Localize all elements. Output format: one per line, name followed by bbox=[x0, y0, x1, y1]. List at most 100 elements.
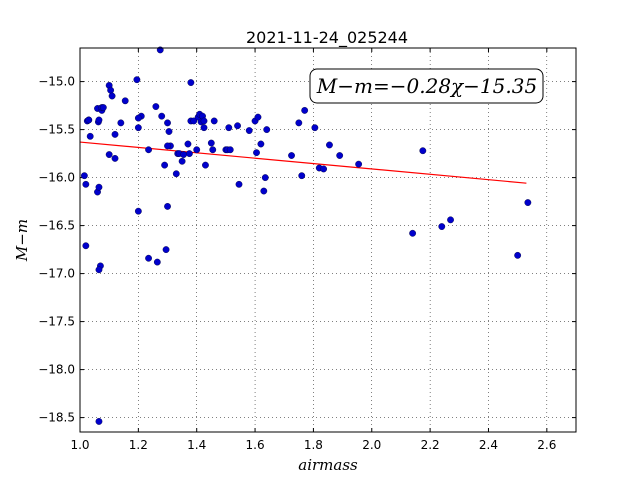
data-point bbox=[226, 146, 234, 154]
axis-ticks: 1.0 1.2 1.4 1.6 1.8 2.0 2.2 2.4 2.6 −15.0 −15.5 −16… bbox=[38, 48, 576, 452]
data-point bbox=[85, 116, 93, 124]
data-point bbox=[263, 126, 271, 134]
x-tick-label: 1.2 bbox=[129, 438, 148, 452]
data-point bbox=[86, 132, 94, 140]
data-point bbox=[202, 161, 209, 169]
data-point bbox=[193, 146, 201, 154]
y-tick-label: −17.5 bbox=[38, 315, 75, 329]
y-axis-label: M−m bbox=[13, 219, 31, 262]
data-point bbox=[209, 146, 217, 154]
data-point bbox=[145, 254, 152, 262]
data-point bbox=[95, 116, 103, 124]
data-point bbox=[95, 183, 103, 191]
data-point bbox=[190, 117, 198, 125]
data-point bbox=[82, 242, 90, 250]
data-point bbox=[134, 114, 142, 122]
data-point bbox=[133, 76, 141, 84]
data-point bbox=[108, 92, 116, 100]
data-point bbox=[145, 146, 152, 154]
y-tick-label: −15.0 bbox=[38, 75, 75, 89]
data-point bbox=[438, 223, 446, 230]
data-point bbox=[225, 124, 233, 132]
data-points bbox=[80, 46, 532, 425]
data-point bbox=[162, 246, 170, 254]
annotation-box: M−m=−0.28χ−15.35 bbox=[309, 68, 544, 104]
data-point bbox=[301, 107, 309, 114]
data-point bbox=[158, 112, 166, 120]
data-point bbox=[253, 149, 260, 157]
data-point bbox=[152, 103, 160, 110]
data-point bbox=[107, 86, 115, 94]
data-point bbox=[355, 160, 363, 168]
data-point bbox=[161, 161, 169, 169]
fit-equation: M−m=−0.28χ−15.35 bbox=[316, 74, 537, 98]
data-point bbox=[95, 418, 103, 425]
y-tick-label: −16.5 bbox=[38, 219, 75, 233]
data-point bbox=[80, 172, 88, 180]
data-point bbox=[164, 142, 171, 150]
x-tick-label: 1.8 bbox=[304, 438, 323, 452]
data-point bbox=[254, 113, 262, 121]
x-tick-label: 2.0 bbox=[362, 438, 381, 452]
annotation-frame bbox=[309, 68, 544, 104]
x-tick-label: 1.4 bbox=[187, 438, 206, 452]
data-point bbox=[134, 124, 142, 132]
data-point bbox=[524, 199, 532, 206]
x-tick-label: 1.0 bbox=[70, 438, 89, 452]
y-tick-label: −15.5 bbox=[38, 123, 75, 137]
data-point bbox=[320, 165, 328, 173]
data-point bbox=[210, 117, 218, 125]
data-point bbox=[245, 127, 253, 134]
data-point bbox=[257, 140, 265, 148]
data-point bbox=[111, 130, 119, 138]
data-point bbox=[117, 119, 125, 127]
data-point bbox=[261, 174, 269, 182]
data-point bbox=[180, 151, 187, 158]
plot-frame bbox=[79, 47, 577, 433]
data-point bbox=[200, 117, 208, 125]
y-tick-label: −16.0 bbox=[38, 171, 75, 185]
data-point bbox=[207, 139, 215, 147]
data-point bbox=[99, 104, 107, 111]
grid bbox=[79, 48, 576, 432]
data-point bbox=[172, 170, 180, 178]
fit-line bbox=[79, 141, 527, 184]
data-point bbox=[326, 141, 333, 149]
data-point bbox=[311, 124, 319, 132]
data-point bbox=[419, 147, 427, 155]
data-point bbox=[260, 187, 268, 195]
data-point bbox=[409, 229, 417, 237]
data-point bbox=[234, 122, 241, 130]
data-point bbox=[95, 266, 103, 274]
data-point bbox=[235, 180, 243, 188]
data-point bbox=[165, 128, 173, 135]
chart-title: 2021-11-24_025244 bbox=[246, 28, 408, 48]
data-point bbox=[187, 79, 195, 86]
x-axis-label: airmass bbox=[298, 456, 358, 474]
x-tick-label: 2.6 bbox=[537, 438, 556, 452]
data-point bbox=[111, 154, 119, 162]
y-tick-label: −18.0 bbox=[38, 363, 75, 377]
data-point bbox=[295, 119, 303, 127]
data-point bbox=[105, 151, 113, 158]
data-point bbox=[134, 207, 142, 215]
data-point bbox=[514, 251, 522, 259]
data-point bbox=[178, 157, 186, 165]
data-point bbox=[447, 216, 454, 224]
data-point bbox=[164, 119, 171, 127]
data-point bbox=[200, 124, 208, 132]
fit-line-group bbox=[79, 141, 527, 184]
data-point bbox=[164, 202, 171, 210]
data-point bbox=[121, 97, 129, 105]
data-point bbox=[153, 258, 161, 266]
data-point bbox=[288, 152, 295, 159]
x-tick-label: 1.6 bbox=[246, 438, 265, 452]
data-point bbox=[184, 140, 192, 148]
y-tick-label: −18.5 bbox=[38, 411, 75, 425]
data-point bbox=[298, 172, 306, 180]
data-point bbox=[336, 152, 344, 159]
data-point bbox=[186, 150, 193, 158]
data-point bbox=[82, 180, 90, 188]
x-tick-label: 2.2 bbox=[421, 438, 440, 452]
